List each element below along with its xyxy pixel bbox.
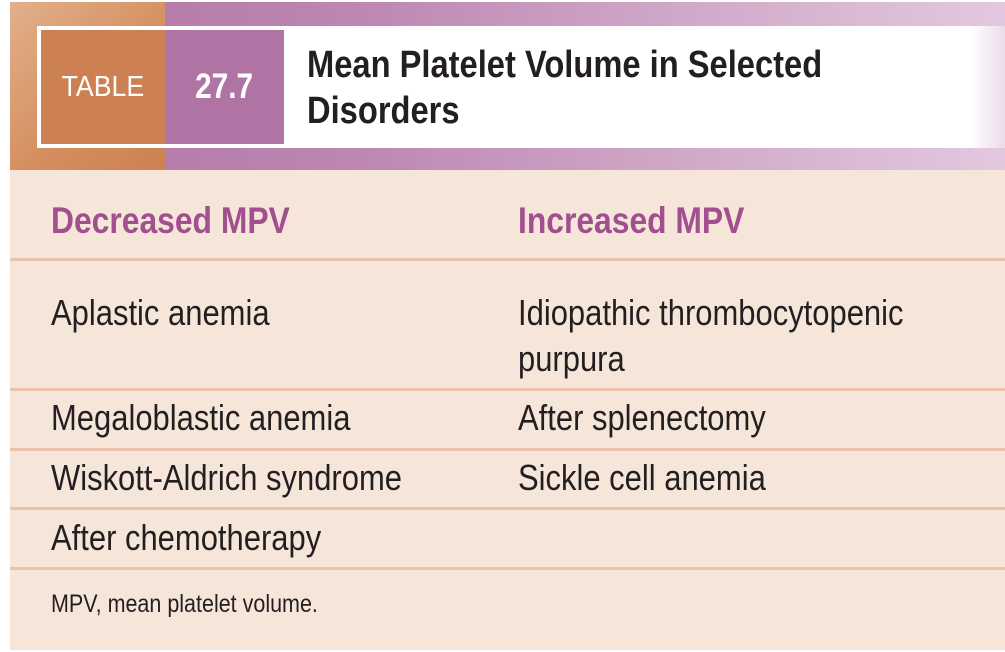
- header-divider: [10, 258, 1005, 261]
- table-number: 27.7: [165, 30, 284, 144]
- cell-increased-1-line1: Idiopathic thrombocytopenic: [518, 292, 904, 333]
- column-header-increased: Increased MPV: [518, 200, 745, 241]
- title-banner: TABLE 27.7 Mean Platelet Volume in Selec…: [10, 2, 1005, 170]
- column-header-row: Decreased MPV Increased MPV: [10, 170, 1005, 258]
- cell-decreased-4: After chemotherapy: [51, 517, 322, 558]
- table-number-text: 27.7: [195, 67, 254, 106]
- table-title: Mean Platelet Volume in Selected Disorde…: [307, 42, 866, 134]
- row-divider: [10, 448, 1005, 451]
- cell-increased-2: After splenectomy: [518, 397, 766, 438]
- table-title-line2: Disorders: [307, 90, 460, 132]
- cell-decreased-1: Aplastic anemia: [51, 292, 270, 333]
- row-divider: [10, 507, 1005, 510]
- title-box: TABLE 27.7 Mean Platelet Volume in Selec…: [37, 26, 1005, 148]
- table-footnote: MPV, mean platelet volume.: [51, 590, 318, 618]
- table-title-line1: Mean Platelet Volume in Selected: [307, 44, 823, 86]
- title-fade: [970, 26, 1005, 148]
- cell-increased-3: Sickle cell anemia: [518, 457, 766, 498]
- cell-increased-1-line2: purpura: [518, 338, 625, 379]
- table-label-text: TABLE: [61, 70, 145, 103]
- table-page: TABLE 27.7 Mean Platelet Volume in Selec…: [10, 2, 1005, 650]
- table-label: TABLE: [41, 30, 165, 144]
- cell-decreased-3: Wiskott-Aldrich syndrome: [51, 457, 402, 498]
- column-header-decreased: Decreased MPV: [51, 200, 290, 241]
- row-divider: [10, 388, 1005, 391]
- footnote-divider: [10, 567, 1005, 570]
- cell-decreased-2: Megaloblastic anemia: [51, 397, 351, 438]
